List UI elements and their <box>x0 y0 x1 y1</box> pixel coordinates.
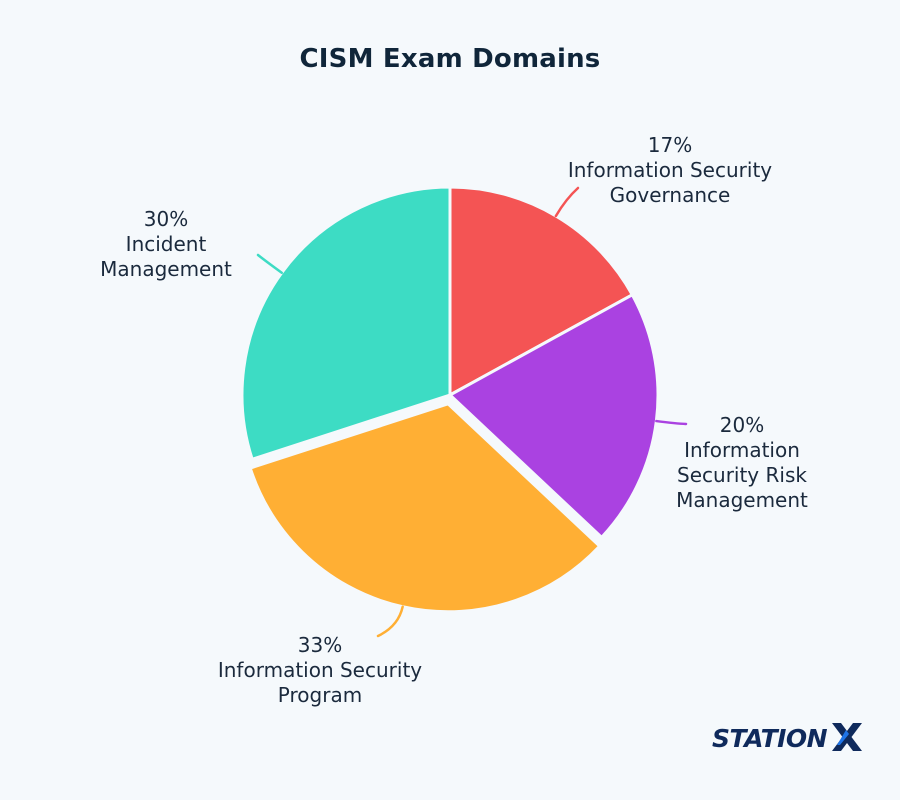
leader-lines <box>256 186 688 638</box>
percent-label: 33% <box>298 633 342 657</box>
category-label-line: Information Security <box>218 658 422 682</box>
pie-slices <box>240 185 660 614</box>
label-information-security-governance: 17% Information Security Governance <box>568 133 772 207</box>
category-label-line: Management <box>676 488 808 512</box>
category-label-line: Management <box>100 257 232 281</box>
chart-title: CISM Exam Domains <box>299 44 601 74</box>
leader-information-security-risk-management <box>655 419 688 426</box>
label-incident-management: 30% Incident Management <box>100 207 232 281</box>
category-label-line: Information Security <box>568 158 772 182</box>
category-label-line: Incident <box>126 232 207 256</box>
label-information-security-program: 33% Information Security Program <box>218 633 422 707</box>
leader-information-security-program <box>376 605 404 638</box>
percent-label: 20% <box>720 413 764 437</box>
category-label-line: Program <box>278 683 362 707</box>
svg-text:STATION: STATION <box>712 724 828 753</box>
leader-information-security-governance <box>554 186 580 218</box>
category-label-line: Information <box>684 438 800 462</box>
leader-incident-management <box>256 253 283 274</box>
category-label-line: Governance <box>610 183 731 207</box>
percent-label: 30% <box>144 207 188 231</box>
percent-label: 17% <box>648 133 692 157</box>
category-label-line: Security Risk <box>677 463 807 487</box>
label-information-security-risk-management: 20% Information Security Risk Management <box>676 413 808 512</box>
stationx-logo: STATION <box>712 723 862 753</box>
